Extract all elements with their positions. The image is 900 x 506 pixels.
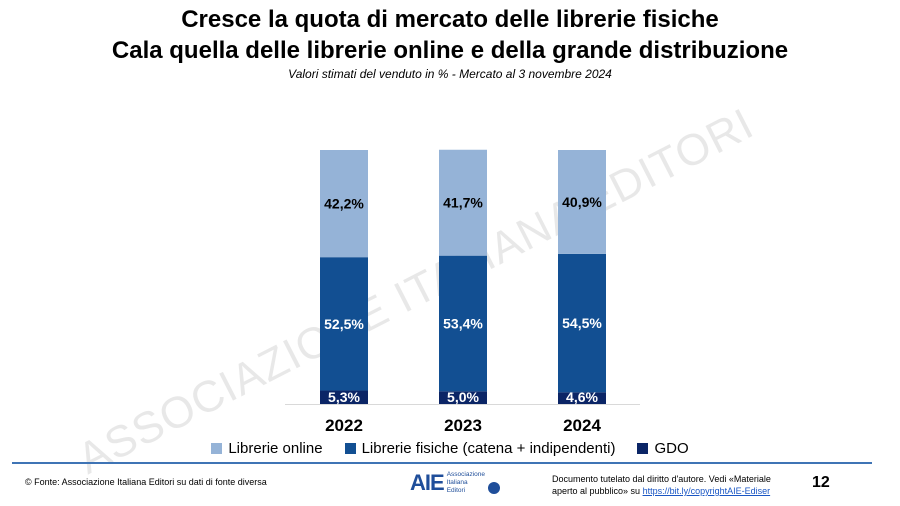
logo-text: AIE (410, 470, 445, 495)
stacked-bar-chart: 5,3% 52,5% 42,2% 2022 5,0% 53,4% 41,7% 2023 4,6%… (285, 149, 640, 435)
logo-subtext-line: Italiana (446, 479, 468, 486)
logo-subtext: Associazione Italiana Editori (447, 471, 485, 495)
data-label: 5,0% (447, 389, 479, 405)
legend-swatch (637, 443, 649, 454)
bar-segment (558, 392, 606, 404)
logo-subtext-line: Editori (446, 487, 466, 494)
legend-item: Librerie online (211, 440, 323, 457)
aie-logo: AIE Associazione Italiana Editori (410, 470, 500, 496)
title-line-1: Cresce la quota di mercato delle libreri… (181, 6, 719, 33)
category-label: 2022 (325, 416, 363, 435)
bar-segment (439, 391, 487, 404)
bar-segment (320, 150, 368, 258)
data-label: 5,3% (328, 389, 360, 405)
data-label: 52,5% (324, 316, 364, 332)
legend-label: Librerie online (228, 440, 323, 457)
legend-item: GDO (637, 440, 689, 457)
legend-swatch (211, 443, 223, 454)
legend-label: GDO (654, 440, 689, 457)
bar-segment (439, 255, 487, 392)
copyright-note: Documento tutelato dal diritto d'autore.… (552, 473, 792, 497)
page-number: 12 (812, 474, 830, 491)
data-label: 53,4% (443, 315, 483, 331)
copyright-link[interactable]: https://bit.ly/copyrightAIE-Ediser (642, 486, 771, 496)
data-label: 54,5% (562, 315, 602, 331)
legend-item: Librerie fisiche (catena + indipendenti) (344, 440, 616, 457)
bar-segment (320, 390, 368, 404)
legend-swatch (344, 443, 356, 454)
source-note: © Fonte: Associazione Italiana Editori s… (25, 477, 267, 487)
bar-segment (558, 150, 606, 254)
copyright-text: Documento tutelato dal diritto d'autore.… (552, 474, 771, 496)
data-label: 4,6% (566, 389, 598, 405)
data-label: 40,9% (562, 194, 602, 210)
data-label: 42,2% (324, 196, 364, 212)
category-label: 2024 (563, 416, 601, 435)
logo-badge-icon (488, 482, 500, 494)
bar-segment (439, 149, 487, 256)
logo-subtext-line: Associazione (446, 471, 485, 478)
footer-divider (12, 462, 872, 464)
chart-subtitle: Valori stimati del venduto in % - Mercat… (288, 67, 612, 81)
category-label: 2023 (444, 416, 482, 435)
title-line-2: Cala quella delle librerie online e dell… (111, 37, 789, 64)
legend: Librerie online Librerie fisiche (catena … (0, 440, 900, 457)
bar-segment (320, 257, 368, 391)
bar-segment (558, 253, 606, 393)
legend-label: Librerie fisiche (catena + indipendenti) (361, 440, 616, 457)
data-label: 41,7% (443, 195, 483, 211)
